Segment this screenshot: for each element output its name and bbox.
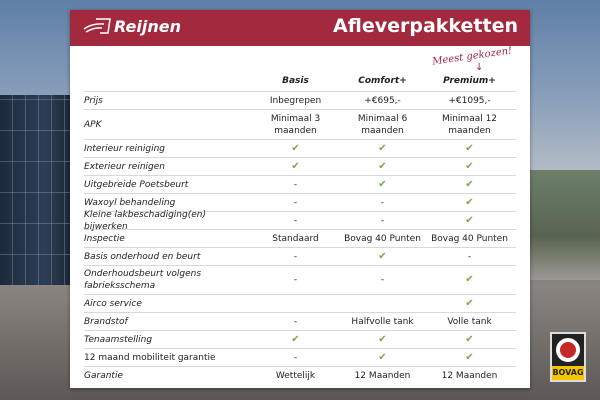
column-premium: Premium+: [443, 76, 496, 86]
table-row: Basis onderhoud en beurt - ✔ -: [84, 247, 516, 265]
checkmark-icon: ✔: [465, 196, 474, 208]
page-title: Afleverpakketten: [333, 15, 518, 37]
table-row: Tenaamstelling ✔ ✔ ✔: [84, 330, 516, 348]
cell-value: +€695,-: [364, 95, 401, 106]
row-label: Onderhoudsbeurt volgens fabrieksschema: [84, 269, 202, 291]
checkmark-icon: ✔: [378, 178, 387, 190]
table-row: Interieur reiniging ✔ ✔ ✔: [84, 139, 516, 157]
cell-value: Wettelijk: [275, 370, 316, 381]
bovag-logo: BOVAG: [550, 332, 586, 382]
checkmark-icon: ✔: [465, 178, 474, 190]
cell-value: Volle tank: [447, 316, 492, 327]
table-row: Brandstof - Halfvolle tank Volle tank: [84, 312, 516, 330]
row-label: Interieur reiniging: [84, 143, 165, 154]
cell-value: -: [293, 316, 298, 327]
row-label: Waxoyl behandeling: [84, 197, 176, 208]
cell-value: Bovag 40 Punten: [344, 233, 421, 244]
table-row: Waxoyl behandeling - - ✔: [84, 193, 516, 211]
cell-value: -: [293, 352, 298, 363]
checkmark-icon: ✔: [378, 250, 387, 262]
cell-value: Standaard: [272, 233, 319, 244]
row-label: Brandstof: [84, 316, 128, 327]
cell-value: Minimaal 6 maanden: [357, 113, 408, 136]
cell-value: -: [380, 197, 385, 208]
column-comfort: Comfort+: [358, 76, 407, 86]
cell-value: Bovag 40 Punten: [431, 233, 508, 244]
row-label: Kleine lakbeschadiging(en) bijwerken: [84, 209, 206, 232]
cell-value: -: [293, 179, 298, 190]
cell-value: +€1095,-: [448, 95, 491, 106]
table-row: Uitgebreide Poetsbeurt - ✔ ✔: [84, 175, 516, 193]
cell-value: Halfvolle tank: [351, 316, 414, 327]
arrow-down-icon: ↓: [475, 62, 484, 73]
row-label: Tenaamstelling: [84, 334, 153, 345]
packages-card: Reijnen Afleverpakketten Meest gekozen! …: [70, 10, 530, 388]
table-row: 12 maand mobiliteit garantie - ✔ ✔: [84, 348, 516, 366]
checkmark-icon: ✔: [378, 333, 387, 345]
row-label: APK: [84, 119, 102, 130]
table-row: APK Minimaal 3 maanden Minimaal 6 maanden M…: [84, 109, 516, 139]
table-row: Onderhoudsbeurt volgens fabrieksschema - -…: [84, 265, 516, 294]
table-row: Garantie Wettelijk 12 Maanden 12 Maanden: [84, 366, 516, 384]
row-label: Garantie: [84, 370, 123, 381]
checkmark-icon: ✔: [291, 142, 300, 154]
checkmark-icon: ✔: [465, 214, 474, 226]
cell-value: Minimaal 12 maanden: [441, 113, 498, 136]
row-label: Airco service: [84, 298, 142, 309]
cell-value: -: [380, 275, 385, 285]
row-label: Prijs: [84, 95, 103, 106]
row-label: 12 maand mobiliteit garantie: [84, 352, 216, 363]
cell-value: -: [467, 251, 472, 262]
cell-value: Inbegrepen: [269, 95, 322, 106]
table-row: Exterieur reinigen ✔ ✔ ✔: [84, 157, 516, 175]
comparison-table: Prijs Inbegrepen +€695,- +€1095,- APK Minimaa…: [84, 91, 516, 384]
row-label: Exterieur reinigen: [84, 161, 165, 172]
checkmark-icon: ✔: [465, 274, 474, 285]
row-label: Inspectie: [84, 233, 125, 244]
cell-value: 12 Maanden: [441, 370, 498, 381]
reijnen-logo: Reijnen: [82, 15, 181, 37]
header-bar: Reijnen Afleverpakketten: [70, 10, 530, 46]
cell-value: -: [293, 251, 298, 262]
checkmark-icon: ✔: [378, 160, 387, 172]
table-row: Prijs Inbegrepen +€695,- +€1095,-: [84, 91, 516, 109]
background-trees: [530, 170, 600, 280]
cell-value: -: [293, 215, 298, 226]
table-row: Kleine lakbeschadiging(en) bijwerken - - ✔: [84, 210, 516, 232]
cell-value: Minimaal 3 maanden: [270, 113, 321, 136]
row-label: Basis onderhoud en beurt: [84, 251, 201, 262]
checkmark-icon: ✔: [291, 333, 300, 345]
row-label: Uitgebreide Poetsbeurt: [84, 179, 189, 190]
most-chosen-note: Meest gekozen!: [431, 45, 513, 68]
cell-value: -: [293, 197, 298, 208]
checkmark-icon: ✔: [465, 333, 474, 345]
cell-value: -: [380, 215, 385, 226]
table-row: Airco service ✔: [84, 294, 516, 312]
checkmark-icon: ✔: [378, 351, 387, 363]
cell-value: -: [293, 275, 298, 285]
car-logo-icon: [83, 18, 111, 34]
table-row: Inspectie Standaard Bovag 40 Punten Bovag 4…: [84, 229, 516, 247]
background-building: [0, 95, 75, 285]
checkmark-icon: ✔: [465, 297, 474, 309]
column-basis: Basis: [282, 76, 309, 86]
checkmark-icon: ✔: [465, 351, 474, 363]
checkmark-icon: ✔: [378, 142, 387, 154]
cell-value: 12 Maanden: [354, 370, 411, 381]
checkmark-icon: ✔: [465, 142, 474, 154]
checkmark-icon: ✔: [291, 160, 300, 172]
checkmark-icon: ✔: [465, 160, 474, 172]
